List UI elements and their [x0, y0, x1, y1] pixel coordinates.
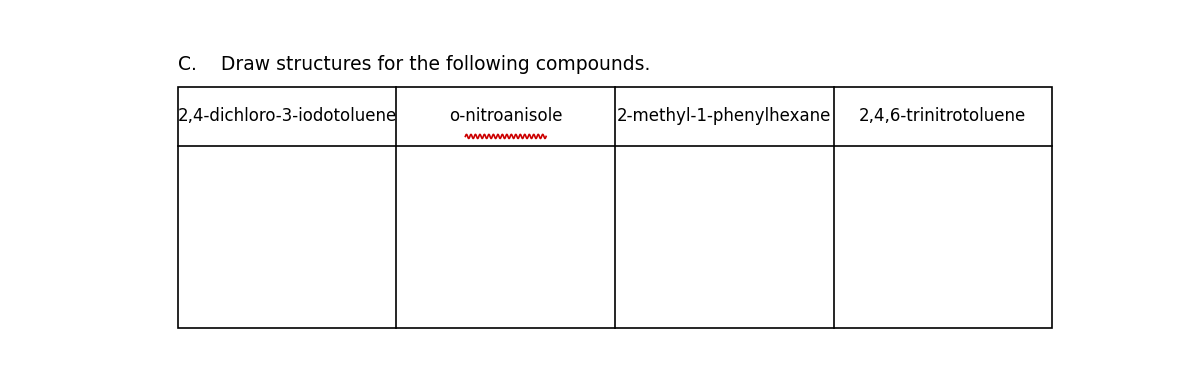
Text: 2,4-dichloro-3-iodotoluene: 2,4-dichloro-3-iodotoluene [178, 107, 397, 125]
Text: o-nitroanisole: o-nitroanisole [449, 107, 563, 125]
Text: C.    Draw structures for the following compounds.: C. Draw structures for the following com… [178, 55, 650, 74]
Text: 2,4,6-trinitrotoluene: 2,4,6-trinitrotoluene [859, 107, 1026, 125]
Text: 2-methyl-1-phenylhexane: 2-methyl-1-phenylhexane [617, 107, 832, 125]
